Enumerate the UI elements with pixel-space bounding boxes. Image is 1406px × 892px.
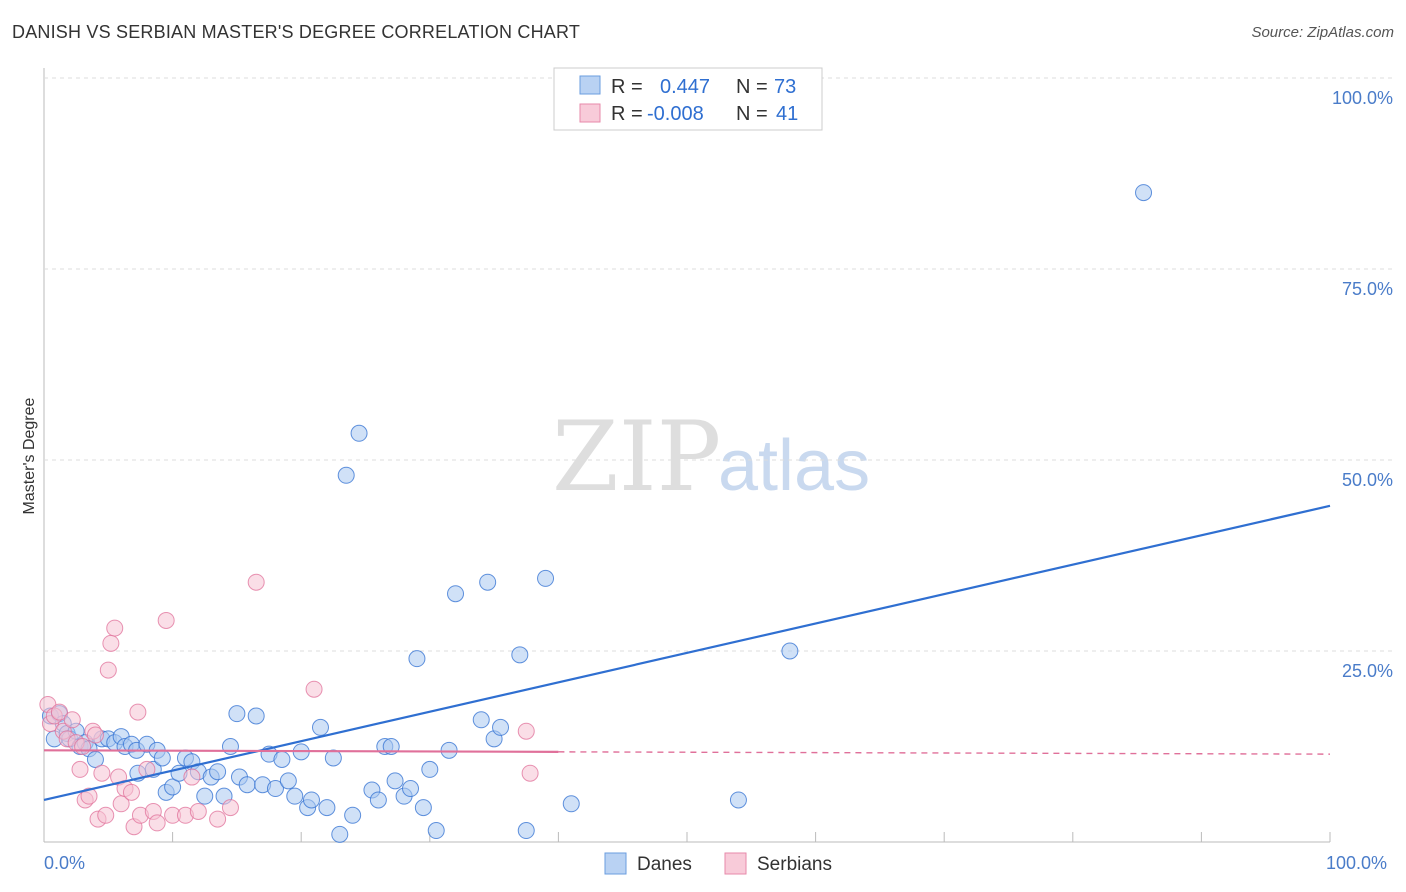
y-tick-label-25: 25.0% <box>1342 661 1393 681</box>
legend-r-value: -0.008 <box>647 103 704 125</box>
data-point-danes <box>517 822 535 840</box>
data-point-serbians <box>148 814 166 832</box>
data-point-serbians <box>189 802 207 820</box>
legend-n-value: 41 <box>776 103 798 125</box>
data-point-danes <box>369 791 387 809</box>
data-point-serbians <box>517 722 535 740</box>
data-point-danes <box>164 778 182 796</box>
data-point-danes <box>440 741 458 759</box>
series-legend: Danes Serbians <box>604 852 832 875</box>
data-point-danes <box>562 795 580 813</box>
source-label: Source: ZipAtlas.com <box>1251 24 1394 41</box>
trend-line-extension-serbians <box>558 751 1331 755</box>
data-point-danes <box>402 780 420 798</box>
data-point-danes <box>386 772 404 790</box>
correlation-legend: R = 0.447 N = 73 R = -0.008 N = 41 <box>553 67 823 131</box>
data-point-danes <box>266 780 284 798</box>
data-point-serbians <box>129 703 147 721</box>
data-point-danes <box>228 705 246 723</box>
data-point-serbians <box>102 634 120 652</box>
trend-lines <box>43 504 1331 802</box>
chart-title: DANISH VS SERBIAN MASTER'S DEGREE CORREL… <box>12 22 581 42</box>
data-point-danes <box>279 772 297 790</box>
legend-n-label: N = <box>736 76 768 98</box>
data-point-danes <box>238 776 256 794</box>
data-point-danes <box>350 424 368 442</box>
watermark-zip: ZIP <box>552 401 721 513</box>
legend-n-label: N = <box>736 103 768 125</box>
legend-swatch-serbians <box>724 852 747 875</box>
data-point-danes <box>344 806 362 824</box>
trend-line-serbians <box>43 749 559 753</box>
legend-swatch-danes <box>604 852 627 875</box>
y-axis-label: Master's Degree <box>21 397 38 514</box>
legend-swatch-serbians <box>579 103 601 123</box>
data-point-serbians <box>93 764 111 782</box>
data-point-danes <box>302 791 320 809</box>
grid-lines <box>44 77 1395 652</box>
legend-n-value: 73 <box>774 76 796 98</box>
data-point-danes <box>421 760 439 778</box>
data-point-serbians <box>305 680 323 698</box>
data-point-serbians <box>221 799 239 817</box>
y-tick-label-75: 75.0% <box>1342 279 1393 299</box>
data-point-serbians <box>183 768 201 786</box>
data-point-danes <box>209 763 227 781</box>
trend-line-danes <box>43 504 1331 802</box>
data-point-danes <box>492 718 510 736</box>
data-point-serbians <box>122 783 140 801</box>
data-point-serbians <box>247 573 265 591</box>
data-point-danes <box>729 791 747 809</box>
data-point-danes <box>781 642 799 660</box>
legend-r-label: R = <box>611 103 643 125</box>
data-point-danes <box>286 787 304 805</box>
x-tick-label-0: 0.0% <box>44 853 85 873</box>
y-tick-label-50: 50.0% <box>1342 470 1393 490</box>
data-point-danes <box>337 466 355 484</box>
data-point-danes <box>427 822 445 840</box>
y-tick-label-100: 100.0% <box>1332 88 1393 108</box>
data-point-danes <box>273 750 291 768</box>
data-point-danes <box>479 573 497 591</box>
data-point-danes <box>153 749 171 767</box>
data-point-serbians <box>106 619 124 637</box>
data-point-serbians <box>521 764 539 782</box>
data-point-danes <box>247 707 265 725</box>
data-point-danes <box>324 749 342 767</box>
legend-label-serbians: Serbians <box>757 854 832 875</box>
data-point-serbians <box>74 738 92 755</box>
data-point-serbians <box>71 760 89 778</box>
data-point-serbians <box>97 806 115 824</box>
data-points <box>39 184 1153 843</box>
data-point-danes <box>472 711 490 729</box>
data-point-serbians <box>86 726 104 744</box>
data-point-danes <box>221 738 239 755</box>
legend-swatch-danes <box>579 75 601 95</box>
data-point-danes <box>447 585 465 603</box>
legend-r-value: 0.447 <box>660 76 710 98</box>
watermark-atlas: atlas <box>718 426 870 506</box>
data-point-danes <box>311 718 329 736</box>
data-point-danes <box>414 799 432 817</box>
data-point-danes <box>331 825 349 843</box>
data-point-serbians <box>50 703 68 721</box>
data-point-danes <box>408 650 426 668</box>
data-point-danes <box>318 799 336 817</box>
data-point-danes <box>196 787 214 805</box>
data-point-danes <box>1135 184 1153 202</box>
data-point-danes <box>537 569 555 587</box>
legend-r-label: R = <box>611 76 643 98</box>
data-point-serbians <box>209 810 227 828</box>
legend-label-danes: Danes <box>637 854 692 875</box>
data-point-serbians <box>99 661 117 679</box>
x-tick-label-100: 100.0% <box>1326 853 1387 873</box>
data-point-danes <box>511 646 529 664</box>
data-point-serbians <box>80 787 98 805</box>
data-point-serbians <box>63 711 81 729</box>
data-point-serbians <box>157 611 175 629</box>
